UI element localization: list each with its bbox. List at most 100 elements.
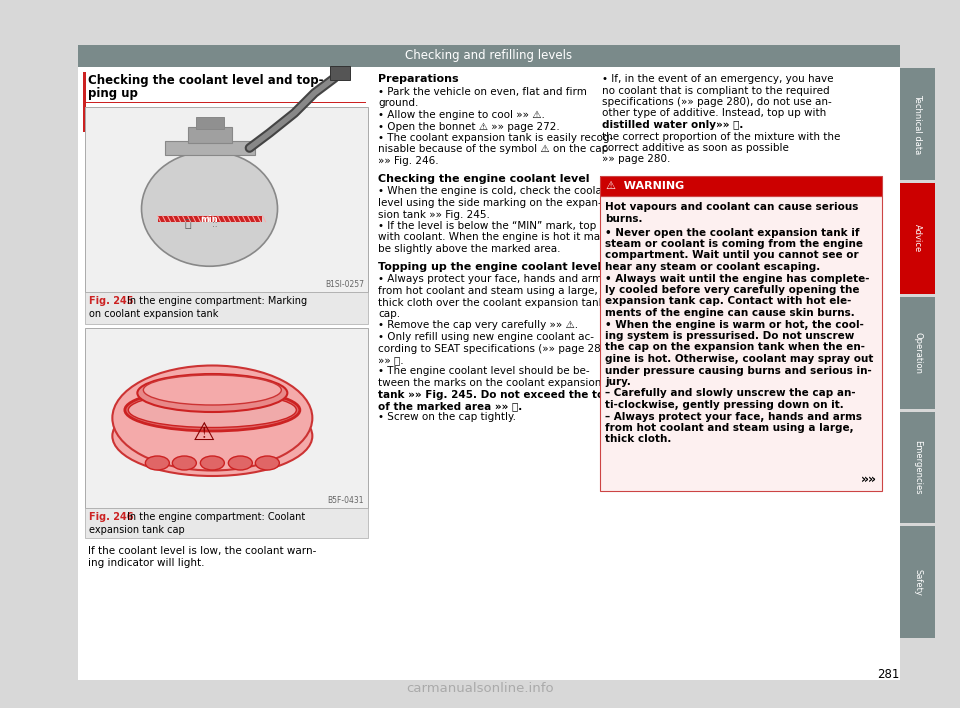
Text: correct additive as soon as possible: correct additive as soon as possible <box>602 143 789 153</box>
Text: specifications (»» page 280), do not use an-: specifications (»» page 280), do not use… <box>602 97 831 107</box>
Text: carmanualsonline.info: carmanualsonline.info <box>406 682 554 695</box>
Text: under pressure causing burns and serious in-: under pressure causing burns and serious… <box>605 365 872 375</box>
Text: • Open the bonnet ⚠ »» page 272.: • Open the bonnet ⚠ »» page 272. <box>378 122 560 132</box>
Text: If the coolant level is low, the coolant warn-: If the coolant level is low, the coolant… <box>88 546 317 556</box>
Text: Checking the coolant level and top-: Checking the coolant level and top- <box>88 74 324 87</box>
Text: B1Sl-0257: B1Sl-0257 <box>325 280 364 289</box>
Text: min: min <box>201 215 218 224</box>
Text: • Never open the coolant expansion tank if: • Never open the coolant expansion tank … <box>605 227 859 237</box>
Bar <box>78 45 900 680</box>
Ellipse shape <box>129 392 297 428</box>
Text: »» ⓪.: »» ⓪. <box>378 355 403 365</box>
Text: on coolant expansion tank: on coolant expansion tank <box>89 309 218 319</box>
Text: • Only refill using new engine coolant ac-: • Only refill using new engine coolant a… <box>378 332 594 342</box>
Text: – Always protect your face, hands and arms: – Always protect your face, hands and ar… <box>605 411 862 421</box>
Bar <box>600 176 882 196</box>
Text: gine is hot. Otherwise, coolant may spray out: gine is hot. Otherwise, coolant may spra… <box>605 354 874 364</box>
Text: »»: »» <box>861 473 877 486</box>
Bar <box>600 176 882 196</box>
Text: • Screw on the cap tightly.: • Screw on the cap tightly. <box>378 413 516 423</box>
Text: • If the level is below the “MIN” mark, top up: • If the level is below the “MIN” mark, … <box>378 221 612 231</box>
Bar <box>900 297 935 409</box>
Text: In the engine compartment: Marking: In the engine compartment: Marking <box>127 296 307 306</box>
Text: compartment. Wait until you cannot see or: compartment. Wait until you cannot see o… <box>605 251 858 261</box>
Ellipse shape <box>228 456 252 470</box>
Text: ⚠  WARNING: ⚠ WARNING <box>606 181 684 191</box>
Text: Checking the engine coolant level: Checking the engine coolant level <box>378 173 589 183</box>
Bar <box>164 141 254 155</box>
Text: of the marked area »» ⓪.: of the marked area »» ⓪. <box>378 401 522 411</box>
Text: B5F-0431: B5F-0431 <box>327 496 364 505</box>
Text: burns.: burns. <box>605 214 642 224</box>
Text: from hot coolant and steam using a large,: from hot coolant and steam using a large… <box>378 286 598 296</box>
Text: 281: 281 <box>877 668 900 681</box>
Ellipse shape <box>141 152 277 266</box>
Text: other type of additive. Instead, top up with: other type of additive. Instead, top up … <box>602 108 827 118</box>
Ellipse shape <box>112 396 312 476</box>
Text: Operation: Operation <box>913 332 922 374</box>
Text: cap.: cap. <box>378 309 400 319</box>
Text: • The engine coolant level should be be-: • The engine coolant level should be be- <box>378 367 589 377</box>
Text: with coolant. When the engine is hot it may: with coolant. When the engine is hot it … <box>378 232 607 243</box>
Bar <box>157 216 261 222</box>
Text: • When the engine is warm or hot, the cool-: • When the engine is warm or hot, the co… <box>605 319 864 329</box>
Text: hear any steam or coolant escaping.: hear any steam or coolant escaping. <box>605 262 820 272</box>
Bar <box>85 292 368 324</box>
Text: Advice: Advice <box>913 224 922 253</box>
Text: ing system is pressurised. Do not unscrew: ing system is pressurised. Do not unscre… <box>605 331 854 341</box>
Text: cording to SEAT specifications (»» page 280): cording to SEAT specifications (»» page … <box>378 343 612 353</box>
Ellipse shape <box>112 365 312 471</box>
Text: ly cooled before very carefully opening the: ly cooled before very carefully opening … <box>605 285 859 295</box>
Text: distilled water only»» ⓪.: distilled water only»» ⓪. <box>602 120 743 130</box>
Text: thick cloth.: thick cloth. <box>605 435 671 445</box>
Text: • When the engine is cold, check the coolant: • When the engine is cold, check the coo… <box>378 186 612 197</box>
Text: Hot vapours and coolant can cause serious: Hot vapours and coolant can cause seriou… <box>605 202 858 212</box>
Text: »» page 280.: »» page 280. <box>602 154 670 164</box>
Ellipse shape <box>201 456 225 470</box>
Ellipse shape <box>125 389 300 431</box>
Text: ing indicator will light.: ing indicator will light. <box>88 558 204 568</box>
Text: Topping up the engine coolant level: Topping up the engine coolant level <box>378 261 601 271</box>
Text: • Always protect your face, hands and arms: • Always protect your face, hands and ar… <box>378 275 608 285</box>
Bar <box>196 117 224 129</box>
Bar <box>85 508 368 538</box>
Bar <box>900 527 935 638</box>
Text: • Remove the cap very carefully »» ⚠.: • Remove the cap very carefully »» ⚠. <box>378 321 578 331</box>
Text: no coolant that is compliant to the required: no coolant that is compliant to the requ… <box>602 86 829 96</box>
Text: Fig. 245: Fig. 245 <box>89 296 133 306</box>
Bar <box>600 196 882 491</box>
Text: level using the side marking on the expan-: level using the side marking on the expa… <box>378 198 602 208</box>
Bar <box>85 107 368 292</box>
Text: the cap on the expansion tank when the en-: the cap on the expansion tank when the e… <box>605 343 865 353</box>
Text: the correct proportion of the mixture with the: the correct proportion of the mixture wi… <box>602 132 840 142</box>
Bar <box>78 45 900 67</box>
Text: – Carefully and slowly unscrew the cap an-: – Carefully and slowly unscrew the cap a… <box>605 389 855 399</box>
Text: ground.: ground. <box>378 98 419 108</box>
Text: • Park the vehicle on even, flat and firm: • Park the vehicle on even, flat and fir… <box>378 87 587 97</box>
Text: from hot coolant and steam using a large,: from hot coolant and steam using a large… <box>605 423 853 433</box>
Text: • The coolant expansion tank is easily recog-: • The coolant expansion tank is easily r… <box>378 133 613 143</box>
Text: ping up: ping up <box>88 87 138 100</box>
Bar <box>187 127 231 143</box>
Bar <box>900 68 935 180</box>
Text: • If, in the event of an emergency, you have: • If, in the event of an emergency, you … <box>602 74 833 84</box>
Text: In the engine compartment: Coolant: In the engine compartment: Coolant <box>127 512 305 522</box>
Text: 📖: 📖 <box>184 219 191 229</box>
Bar <box>85 328 368 508</box>
Text: Fig. 246: Fig. 246 <box>89 512 133 522</box>
Text: • Allow the engine to cool »» ⚠.: • Allow the engine to cool »» ⚠. <box>378 110 545 120</box>
Text: tank »» Fig. 245. Do not exceed the top level: tank »» Fig. 245. Do not exceed the top … <box>378 389 643 399</box>
Text: be slightly above the marked area.: be slightly above the marked area. <box>378 244 561 254</box>
Text: ⚠: ⚠ <box>193 421 216 445</box>
Text: thick cloth over the coolant expansion tank: thick cloth over the coolant expansion t… <box>378 297 605 307</box>
Bar <box>83 102 366 103</box>
Text: »» Fig. 246.: »» Fig. 246. <box>378 156 439 166</box>
Text: sion tank »» Fig. 245.: sion tank »» Fig. 245. <box>378 210 490 219</box>
Text: steam or coolant is coming from the engine: steam or coolant is coming from the engi… <box>605 239 863 249</box>
Ellipse shape <box>145 456 169 470</box>
Text: Safety: Safety <box>913 569 922 595</box>
Bar <box>329 66 349 80</box>
Text: tween the marks on the coolant expansion: tween the marks on the coolant expansion <box>378 378 601 388</box>
Text: Technical data: Technical data <box>913 93 922 154</box>
Text: Emergencies: Emergencies <box>913 440 922 495</box>
